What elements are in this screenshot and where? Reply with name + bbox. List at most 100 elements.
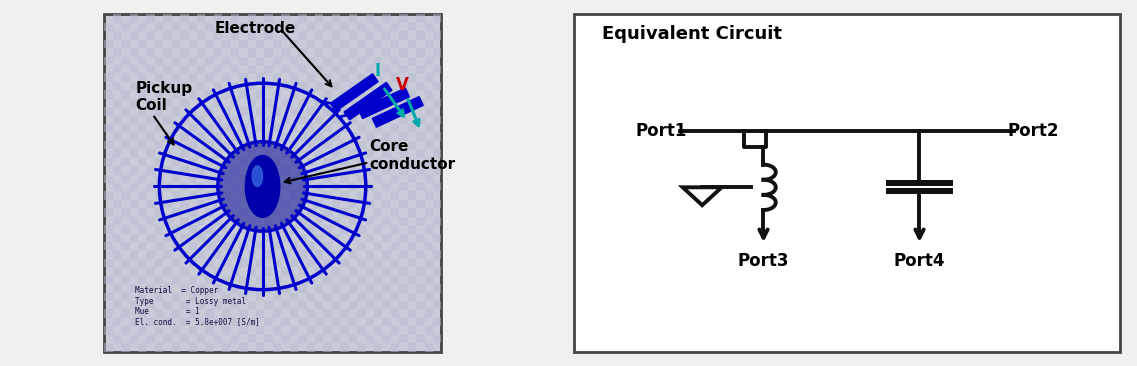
Bar (197, 31, 206, 40)
Bar (307, 191, 315, 200)
Bar (382, 217, 391, 225)
Bar (416, 132, 424, 141)
Bar (214, 318, 223, 326)
Bar (113, 301, 122, 309)
Bar (164, 200, 172, 208)
Bar (239, 259, 248, 267)
Bar (197, 166, 206, 175)
Bar (206, 124, 214, 132)
Bar (349, 318, 357, 326)
Bar (189, 57, 197, 65)
Bar (248, 116, 256, 124)
Bar (273, 343, 281, 352)
Bar (408, 259, 416, 267)
Bar (391, 124, 399, 132)
Bar (281, 14, 290, 23)
Bar (105, 242, 113, 250)
Bar (122, 107, 130, 116)
Bar (374, 242, 382, 250)
Bar (113, 99, 122, 107)
Bar (349, 65, 357, 74)
Bar (189, 74, 197, 82)
Bar (239, 90, 248, 99)
Bar (172, 158, 180, 166)
Bar (130, 99, 138, 107)
Bar (164, 65, 172, 74)
Bar (180, 82, 189, 90)
Bar (357, 191, 366, 200)
Bar (164, 31, 172, 40)
Bar (399, 335, 408, 343)
Bar (408, 90, 416, 99)
Bar (391, 175, 399, 183)
Bar (155, 158, 164, 166)
Bar (340, 191, 349, 200)
Bar (399, 318, 408, 326)
Bar (382, 183, 391, 191)
Bar (147, 48, 155, 57)
Bar (130, 82, 138, 90)
Bar (113, 149, 122, 158)
Bar (223, 124, 231, 132)
Bar (332, 14, 340, 23)
Bar (223, 90, 231, 99)
Bar (424, 23, 433, 31)
Bar (408, 326, 416, 335)
Bar (231, 65, 239, 74)
Bar (180, 200, 189, 208)
Bar (391, 40, 399, 48)
Bar (416, 82, 424, 90)
Bar (366, 48, 374, 57)
Bar (340, 74, 349, 82)
Bar (265, 200, 273, 208)
Bar (214, 82, 223, 90)
Bar (122, 259, 130, 267)
Bar (315, 301, 323, 309)
Bar (408, 158, 416, 166)
Bar (138, 124, 147, 132)
Bar (315, 267, 323, 276)
Bar (223, 57, 231, 65)
Bar (206, 23, 214, 31)
Bar (408, 208, 416, 217)
Bar (155, 40, 164, 48)
Bar (399, 301, 408, 309)
Bar (399, 149, 408, 158)
Bar (105, 57, 113, 65)
Bar (214, 149, 223, 158)
Bar (223, 191, 231, 200)
Bar (399, 234, 408, 242)
Bar (349, 166, 357, 175)
Bar (130, 48, 138, 57)
Bar (391, 107, 399, 116)
Bar (298, 335, 307, 343)
Bar (239, 107, 248, 116)
Bar (366, 200, 374, 208)
Bar (172, 225, 180, 234)
Bar (206, 259, 214, 267)
Bar (408, 191, 416, 200)
Bar (340, 90, 349, 99)
Bar (147, 234, 155, 242)
Bar (332, 284, 340, 292)
Bar (323, 259, 332, 267)
Bar (256, 326, 265, 335)
Bar (189, 292, 197, 301)
Bar (433, 116, 441, 124)
Bar (349, 48, 357, 57)
Bar (231, 99, 239, 107)
Bar (197, 318, 206, 326)
Bar (298, 166, 307, 175)
Bar (391, 343, 399, 352)
Bar (433, 318, 441, 326)
Bar (206, 225, 214, 234)
Bar (239, 343, 248, 352)
Bar (189, 343, 197, 352)
Bar (382, 301, 391, 309)
Bar (189, 225, 197, 234)
Bar (239, 292, 248, 301)
Bar (366, 99, 374, 107)
Bar (164, 234, 172, 242)
Bar (340, 309, 349, 318)
Bar (248, 82, 256, 90)
